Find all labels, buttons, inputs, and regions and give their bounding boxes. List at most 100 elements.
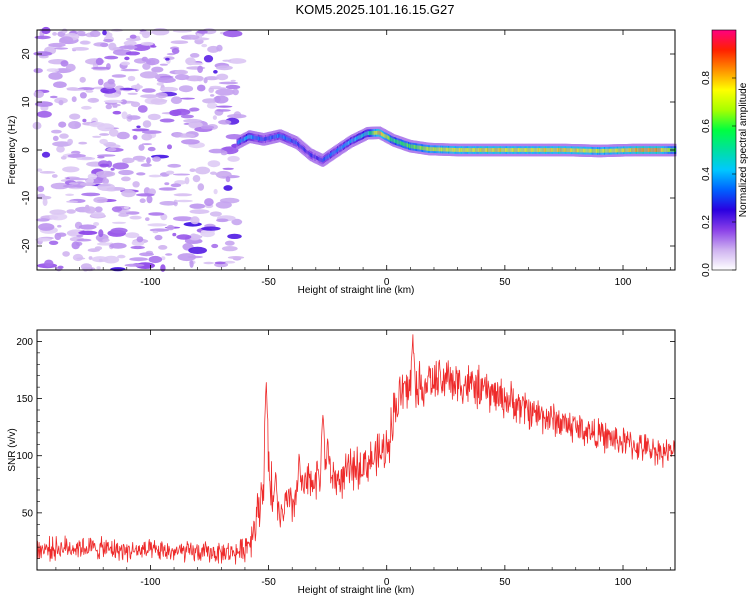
noise-cell [97, 183, 115, 192]
noise-cell [62, 251, 70, 257]
noise-cell [222, 167, 234, 170]
noise-cell [114, 85, 125, 92]
noise-cell [120, 61, 131, 66]
noise-cell [48, 240, 59, 245]
noise-cell [81, 105, 92, 110]
noise-cell [76, 30, 86, 35]
noise-cell [185, 75, 204, 82]
noise-cell [227, 233, 242, 239]
noise-cell [189, 107, 200, 112]
noise-cell [141, 130, 162, 134]
snr-y-ticks: 50 100 150 200 [16, 329, 675, 559]
noise-cell [123, 40, 137, 46]
noise-cell [135, 35, 141, 41]
noise-cell [150, 45, 157, 48]
noise-cell [127, 75, 136, 82]
spectrogram-y-tick-label: 10 [21, 96, 32, 108]
noise-cell [174, 199, 193, 203]
noise-cell [118, 169, 134, 176]
noise-cell [196, 84, 206, 92]
noise-cell [92, 135, 102, 138]
noise-cell [78, 141, 88, 145]
spectrogram-y-tick-label: 0 [21, 147, 32, 153]
noise-cell [190, 216, 200, 225]
noise-cell [85, 177, 94, 184]
noise-cell [112, 162, 129, 170]
noise-cell [140, 94, 159, 99]
noise-cell [79, 76, 86, 83]
noise-cell [69, 178, 88, 181]
noise-cell [227, 256, 245, 259]
noise-cell [66, 209, 76, 214]
noise-cell [159, 86, 179, 92]
noise-cell [148, 255, 163, 264]
noise-cell [34, 101, 53, 107]
snr-background [37, 330, 675, 570]
noise-cell [111, 221, 127, 224]
noise-cell [76, 257, 86, 260]
noise-cell [120, 99, 127, 105]
noise-cell [102, 238, 110, 242]
snr-x-tick-label: 100 [615, 577, 632, 588]
noise-cell [206, 102, 218, 109]
noise-cell [67, 88, 85, 91]
noise-cell [97, 78, 104, 86]
noise-cell [35, 237, 52, 242]
noise-cell [139, 71, 159, 79]
noise-cell [62, 184, 80, 188]
noise-cell [188, 121, 203, 129]
noise-cell [94, 206, 103, 213]
snr-x-tick-label: -50 [261, 577, 276, 588]
noise-cell [209, 211, 222, 217]
noise-cell [147, 146, 156, 152]
noise-cell [141, 143, 153, 146]
noise-cell [48, 72, 63, 80]
noise-cell [212, 115, 217, 120]
snr-y-tick-label: 50 [22, 508, 34, 519]
noise-cell [106, 147, 117, 152]
noise-cell [80, 263, 92, 271]
noise-cell [150, 98, 167, 105]
spectrogram-x-ticks: -100 -50 0 50 100 [55, 30, 671, 288]
noise-cell [108, 128, 119, 137]
noise-cell [97, 155, 105, 159]
noise-cell [103, 92, 121, 98]
noise-cell [87, 97, 100, 103]
noise-cell [216, 109, 231, 112]
noise-cell [107, 78, 115, 85]
noise-cell [100, 87, 117, 94]
noise-cell [69, 113, 81, 120]
noise-cell [196, 30, 208, 34]
spectrogram-x-label: Height of straight line (km) [298, 285, 415, 296]
noise-cell [207, 160, 221, 168]
noise-cell [123, 206, 129, 209]
noise-cell [197, 65, 204, 74]
noise-cell [61, 28, 68, 34]
noise-cell [139, 198, 146, 203]
spectrogram-x-tick-label: -100 [140, 277, 160, 288]
noise-cell [147, 223, 167, 227]
noise-cell [230, 79, 236, 82]
noise-cell [227, 155, 240, 162]
noise-cell [90, 211, 105, 218]
noise-cell [111, 74, 127, 78]
noise-cell [130, 101, 141, 108]
noise-cell [213, 70, 218, 74]
noise-cell [105, 104, 113, 110]
noise-cell [110, 167, 115, 171]
spectrogram-x-tick-label: 100 [615, 277, 632, 288]
noise-cell [116, 131, 130, 140]
noise-cell [129, 257, 149, 262]
noise-cell [93, 222, 100, 226]
noise-cell [189, 168, 196, 172]
noise-cell [171, 48, 180, 54]
noise-cell [39, 171, 56, 174]
noise-cell [108, 42, 117, 51]
noise-cell [103, 38, 114, 43]
noise-cell [231, 218, 243, 226]
noise-cell [174, 74, 190, 81]
noise-cell [66, 200, 79, 203]
noise-cell [178, 85, 194, 93]
noise-cell [145, 58, 160, 66]
